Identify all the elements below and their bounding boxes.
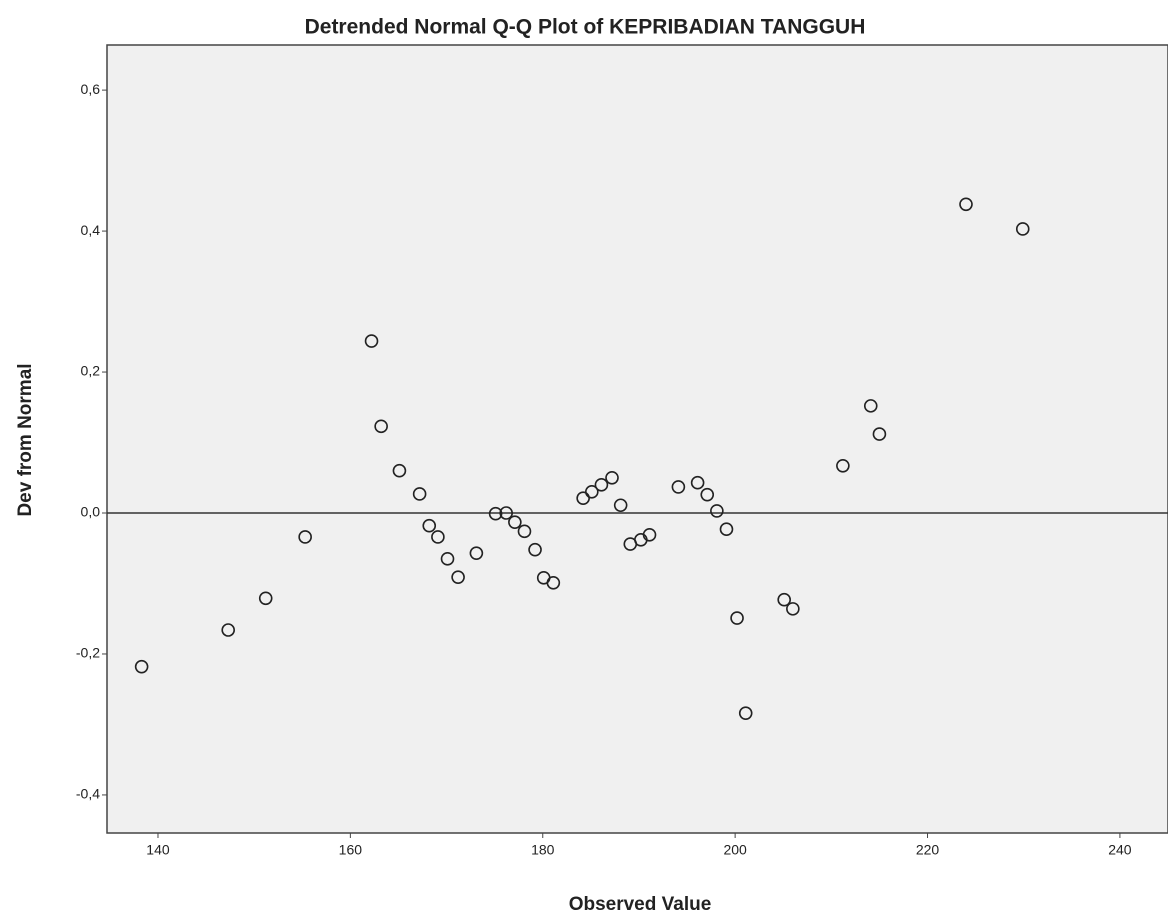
x-tick-label: 160 bbox=[339, 842, 363, 858]
y-tick-label: 0,6 bbox=[81, 81, 101, 97]
y-tick-label: -0,2 bbox=[76, 645, 100, 661]
y-axis-title: Dev from Normal bbox=[15, 363, 36, 516]
x-axis-title: Observed Value bbox=[569, 894, 712, 915]
y-tick-label: -0,4 bbox=[76, 786, 100, 802]
y-tick-label: 0,0 bbox=[81, 504, 101, 520]
chart: Detrended Normal Q-Q Plot of KEPRIBADIAN… bbox=[0, 0, 1168, 919]
x-tick-label: 240 bbox=[1108, 842, 1132, 858]
x-tick-label: 220 bbox=[916, 842, 940, 858]
x-tick-label: 200 bbox=[723, 842, 747, 858]
page: {"chart_data": {"type": "scatter", "titl… bbox=[0, 0, 1168, 919]
x-tick-label: 180 bbox=[531, 842, 555, 858]
y-tick-label: 0,4 bbox=[81, 222, 101, 238]
plot-area bbox=[107, 45, 1168, 833]
x-tick-label: 140 bbox=[146, 842, 170, 858]
y-tick-label: 0,2 bbox=[81, 363, 101, 379]
chart-title: Detrended Normal Q-Q Plot of KEPRIBADIAN… bbox=[305, 16, 866, 39]
